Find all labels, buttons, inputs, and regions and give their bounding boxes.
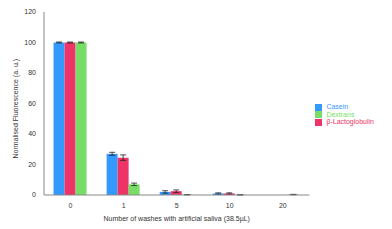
svg-text:20: 20 <box>279 202 287 209</box>
html-text:Casein: Casein <box>326 103 349 110</box>
svg-text:80: 80 <box>28 69 36 76</box>
svg-text:Number of washes with artifici: Number of washes with artificial saliva … <box>103 215 249 223</box>
svg-text:60: 60 <box>28 100 36 107</box>
svg-text:0: 0 <box>69 202 73 209</box>
svg-text:0: 0 <box>32 191 36 198</box>
svg-text:40: 40 <box>28 130 36 137</box>
svg-text:1: 1 <box>122 202 126 209</box>
svg-text:5: 5 <box>175 202 179 209</box>
html-text:β-Lactoglobulin: β-Lactoglobulin <box>326 118 374 126</box>
svg-text:100: 100 <box>24 39 36 46</box>
svg-text:Normalised Fluorescence (a. u.: Normalised Fluorescence (a. u.) <box>12 59 20 159</box>
svg-text:20: 20 <box>28 161 36 168</box>
svg-text:10: 10 <box>226 202 234 209</box>
html-text:Dextrans: Dextrans <box>326 110 355 118</box>
svg-text:120: 120 <box>24 8 36 15</box>
